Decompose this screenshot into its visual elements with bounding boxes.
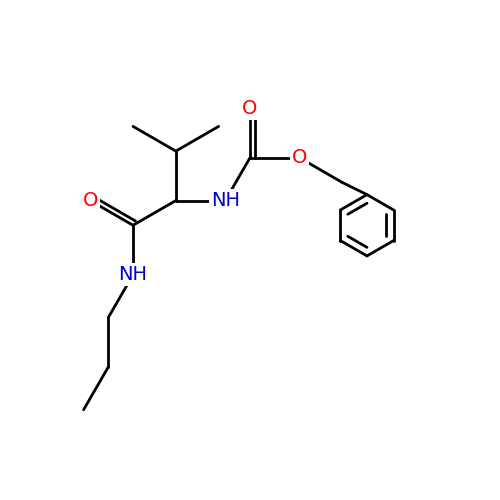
Text: O: O bbox=[82, 191, 98, 210]
Text: NH: NH bbox=[211, 191, 240, 210]
Text: O: O bbox=[242, 99, 258, 118]
Text: O: O bbox=[292, 148, 307, 167]
Text: NH: NH bbox=[118, 265, 148, 284]
